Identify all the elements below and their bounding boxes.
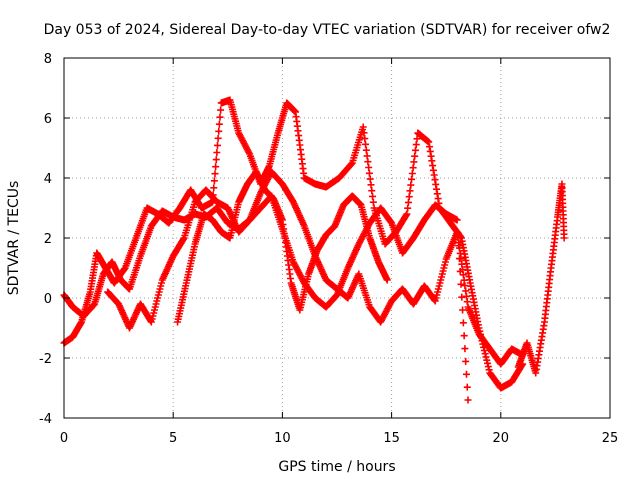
data-point xyxy=(460,332,468,340)
y-tick-label: 8 xyxy=(44,52,52,67)
data-point xyxy=(458,293,466,301)
data-point xyxy=(560,234,568,242)
x-tick-label: 0 xyxy=(60,431,68,446)
x-tick-label: 15 xyxy=(383,431,400,446)
data-point xyxy=(217,106,225,114)
data-point xyxy=(212,163,220,171)
data-point xyxy=(212,156,220,164)
data-point xyxy=(464,396,472,404)
series-track-c xyxy=(104,186,472,404)
data-point xyxy=(216,113,224,121)
y-tick-label: 0 xyxy=(44,292,52,307)
data-point xyxy=(455,242,463,250)
data-point xyxy=(215,127,223,135)
x-tick-label: 10 xyxy=(274,431,291,446)
y-tick-label: 2 xyxy=(44,232,52,247)
data-point xyxy=(214,141,222,149)
y-tick-label: -2 xyxy=(39,352,52,367)
data-point xyxy=(459,306,467,314)
data-point xyxy=(347,160,355,168)
x-tick-label: 25 xyxy=(602,431,619,446)
data-point xyxy=(210,184,218,192)
data-point xyxy=(453,216,461,224)
data-point xyxy=(457,280,465,288)
data-point xyxy=(455,255,463,263)
data-point xyxy=(463,383,471,391)
data-point xyxy=(214,134,222,142)
y-axis-label: SDTVAR / TECUs xyxy=(6,181,22,296)
data-point xyxy=(459,319,467,327)
data-point xyxy=(211,170,219,178)
chart-title: Day 053 of 2024, Sidereal Day-to-day VTE… xyxy=(44,22,611,38)
data-point xyxy=(210,177,218,185)
data-point xyxy=(215,120,223,128)
data-point xyxy=(213,149,221,156)
x-axis-label: GPS time / hours xyxy=(278,459,395,475)
data-point xyxy=(461,345,469,353)
data-point xyxy=(383,276,391,284)
data-point xyxy=(462,357,470,365)
y-tick-label: 4 xyxy=(44,172,52,187)
x-tick-label: 5 xyxy=(169,431,177,446)
y-tick-label: 6 xyxy=(44,112,52,127)
data-point xyxy=(454,229,462,237)
data-point xyxy=(456,267,464,275)
series-track-e xyxy=(514,180,568,377)
x-tick-label: 20 xyxy=(493,431,510,446)
data-points xyxy=(60,96,568,404)
data-point xyxy=(462,370,470,378)
y-tick-label: -4 xyxy=(39,412,52,427)
axis-ticks: 0 5 10 15 20 25 -4 -2 0 2 4 6 8 xyxy=(39,52,618,446)
series-track-a xyxy=(60,96,527,392)
series-track-d xyxy=(174,168,391,326)
